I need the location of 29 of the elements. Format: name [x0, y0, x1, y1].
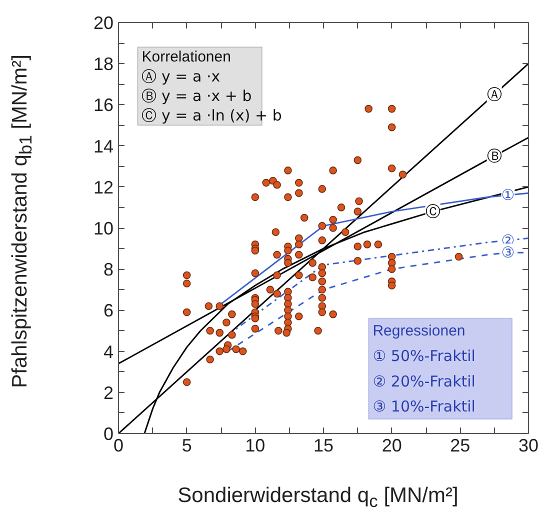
x-tick-label: 25 — [450, 436, 470, 456]
series-label: ① — [501, 186, 515, 204]
annotation: ② 20%-Fraktil — [372, 372, 476, 390]
annotation: Korrelationen — [142, 48, 231, 66]
annotation: Ⓑ y = a ·x + b — [142, 86, 252, 105]
y-tick-label: 8 — [103, 260, 114, 280]
annotation: Ⓐ y = a ·x — [142, 67, 220, 86]
y-tick-label: 16 — [93, 95, 114, 116]
annotation: ③ 10%-Fraktil — [372, 398, 476, 416]
series-label: Ⓒ — [425, 202, 440, 221]
annotation: Regressionen — [372, 322, 466, 340]
y-tick-label: 6 — [103, 300, 114, 321]
y-tick-label: 2 — [103, 382, 114, 403]
y-tick-label: 14 — [93, 136, 114, 156]
series-label: Ⓑ — [486, 147, 502, 166]
y-tick-label: 20 — [93, 13, 114, 33]
x-axis-title: Sondierwiderstand q$_{c}$ [MN/m²] — [178, 483, 458, 514]
y-tick-label: 18 — [93, 54, 114, 74]
x-tick-label: 15 — [313, 436, 334, 456]
x-tick-label: 10 — [245, 436, 266, 456]
x-tick-label: 20 — [382, 436, 402, 456]
y-tick-label: 4 — [103, 342, 114, 362]
series-label: Ⓐ — [486, 85, 502, 104]
y-tick-label: 10 — [93, 218, 114, 238]
x-tick-label: 30 — [518, 436, 539, 456]
annotation: Ⓒ y = a ·ln (x) + b — [142, 106, 282, 124]
annotation: ① 50%-Fraktil — [372, 347, 476, 366]
x-tick-label: 5 — [182, 436, 192, 456]
y-tick-label: 12 — [93, 177, 114, 198]
